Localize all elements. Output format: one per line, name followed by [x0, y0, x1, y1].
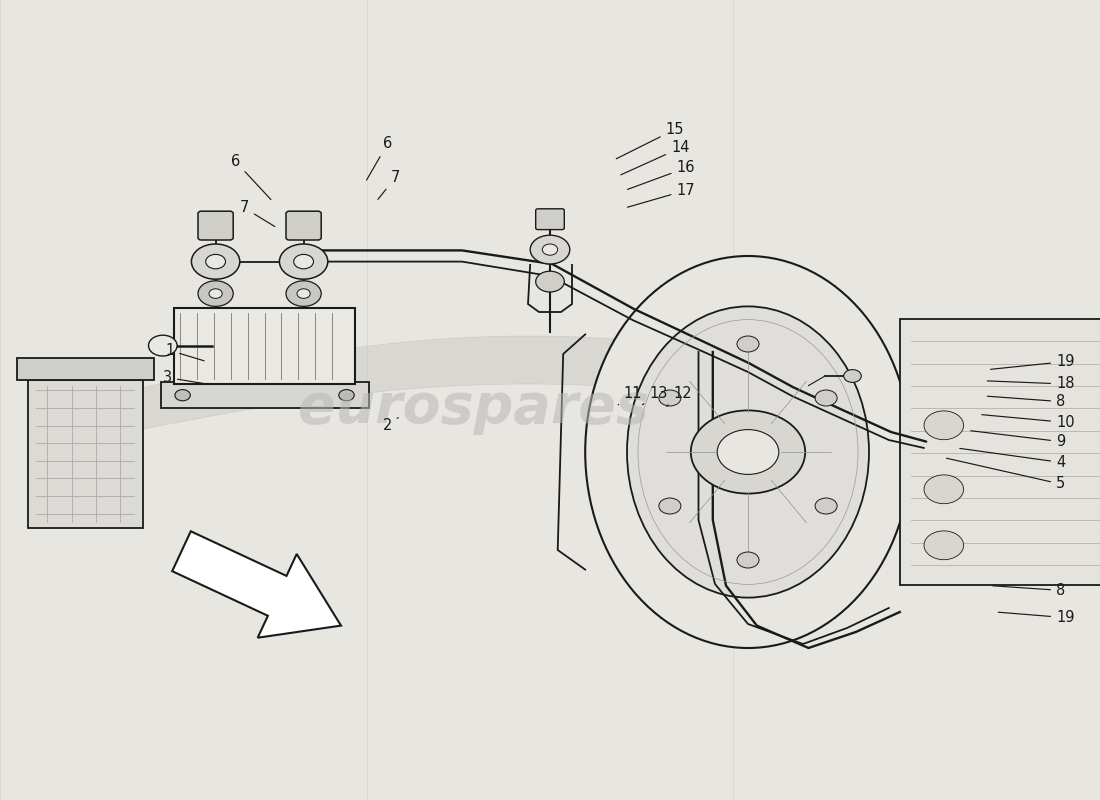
- Circle shape: [175, 390, 190, 401]
- FancyBboxPatch shape: [198, 211, 233, 240]
- Circle shape: [659, 390, 681, 406]
- Polygon shape: [173, 531, 341, 638]
- Text: 8: 8: [993, 583, 1065, 598]
- Circle shape: [294, 254, 313, 269]
- Text: 6: 6: [231, 154, 271, 199]
- Bar: [16, 358, 154, 380]
- Text: eurospares: eurospares: [298, 381, 648, 435]
- Text: 19: 19: [991, 354, 1075, 370]
- Circle shape: [844, 370, 861, 382]
- Circle shape: [815, 498, 837, 514]
- Circle shape: [924, 531, 964, 560]
- Text: 12: 12: [667, 386, 692, 406]
- Text: 9: 9: [971, 430, 1065, 449]
- Circle shape: [279, 244, 328, 279]
- Text: 17: 17: [627, 183, 695, 207]
- Text: 8: 8: [988, 394, 1065, 409]
- Circle shape: [148, 335, 177, 356]
- Bar: [28, 380, 143, 528]
- Text: 1: 1: [165, 343, 205, 361]
- Circle shape: [924, 411, 964, 440]
- Circle shape: [198, 281, 233, 306]
- Circle shape: [815, 390, 837, 406]
- Bar: [900, 318, 1100, 586]
- Ellipse shape: [627, 306, 869, 598]
- Text: 7: 7: [378, 170, 400, 199]
- Text: 19: 19: [999, 610, 1075, 625]
- Circle shape: [737, 336, 759, 352]
- Text: 13: 13: [642, 386, 668, 405]
- Circle shape: [536, 271, 564, 292]
- Text: 6: 6: [366, 137, 392, 180]
- Polygon shape: [88, 336, 968, 440]
- Circle shape: [297, 289, 310, 298]
- Circle shape: [691, 410, 805, 494]
- Circle shape: [339, 390, 354, 401]
- Circle shape: [659, 498, 681, 514]
- Bar: [161, 382, 368, 408]
- Text: 16: 16: [627, 161, 695, 190]
- Text: 4: 4: [960, 448, 1065, 470]
- Circle shape: [717, 430, 779, 474]
- Circle shape: [191, 244, 240, 279]
- Circle shape: [206, 254, 225, 269]
- Ellipse shape: [585, 256, 911, 648]
- Circle shape: [286, 281, 321, 306]
- Text: 14: 14: [620, 141, 690, 175]
- Text: 10: 10: [982, 414, 1075, 430]
- Text: 2: 2: [383, 418, 398, 433]
- Circle shape: [924, 475, 964, 504]
- Text: 18: 18: [988, 377, 1075, 391]
- FancyBboxPatch shape: [536, 209, 564, 230]
- FancyBboxPatch shape: [286, 211, 321, 240]
- Text: 3: 3: [163, 370, 205, 385]
- Circle shape: [737, 552, 759, 568]
- Bar: [174, 308, 355, 384]
- Circle shape: [542, 244, 558, 255]
- Text: 7: 7: [240, 201, 275, 226]
- Text: 11: 11: [618, 386, 642, 405]
- Circle shape: [209, 289, 222, 298]
- Text: 15: 15: [616, 122, 684, 158]
- Circle shape: [530, 235, 570, 264]
- Text: 5: 5: [946, 458, 1065, 491]
